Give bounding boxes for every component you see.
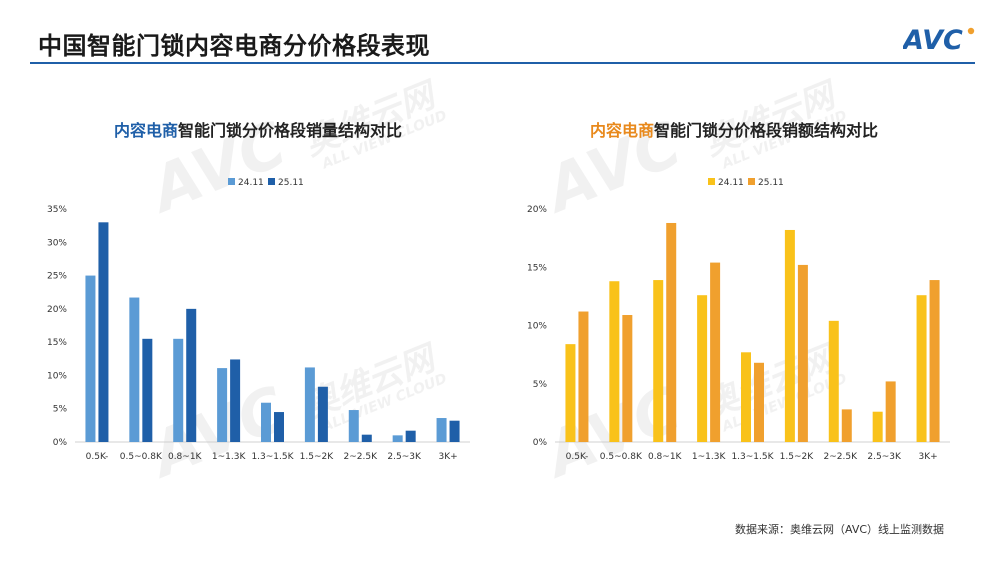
bar bbox=[304, 367, 315, 442]
bar bbox=[666, 222, 677, 442]
logo-dot-icon bbox=[967, 27, 975, 35]
legend-swatch bbox=[228, 178, 235, 185]
legend-swatch bbox=[268, 178, 275, 185]
bar bbox=[754, 362, 764, 442]
y-tick-label: 5% bbox=[533, 380, 548, 390]
bar bbox=[186, 308, 197, 442]
y-tick-label: 10% bbox=[527, 322, 547, 332]
bar bbox=[916, 295, 927, 442]
bar bbox=[436, 418, 447, 442]
x-tick-label: 0.5K- bbox=[566, 452, 589, 462]
bar bbox=[142, 338, 153, 442]
x-tick-label: 1.5~2K bbox=[300, 452, 335, 462]
x-tick-label: 3K+ bbox=[438, 452, 457, 462]
bar bbox=[784, 229, 795, 442]
legend-label: 25.11 bbox=[278, 178, 304, 188]
bar bbox=[741, 352, 751, 442]
chart-title-text: 智能门锁分价格段销额结构对比 bbox=[654, 121, 879, 140]
y-tick-label: 0% bbox=[533, 438, 548, 448]
bar bbox=[565, 344, 576, 442]
bar bbox=[885, 381, 896, 442]
bar bbox=[230, 359, 241, 442]
bar bbox=[217, 368, 228, 442]
legend-label: 24.11 bbox=[718, 178, 744, 188]
x-tick-label: 0.8~1K bbox=[168, 452, 203, 462]
bar bbox=[872, 411, 883, 442]
bar bbox=[98, 222, 109, 442]
bar bbox=[449, 420, 460, 442]
bar bbox=[828, 320, 839, 442]
data-source-note: 数据来源：奥维云网（AVC）线上监测数据 bbox=[735, 523, 945, 536]
bar bbox=[578, 311, 589, 442]
x-tick-label: 1~1.3K bbox=[212, 452, 247, 462]
x-tick-label: 0.5~0.8K bbox=[600, 452, 643, 462]
bar bbox=[841, 409, 852, 442]
legend-label: 24.11 bbox=[238, 178, 264, 188]
bar bbox=[392, 435, 403, 442]
bar-chart-volume: 24.11 25.11 0% 5% 10% 15% 20% 25% 30% 35% 0.5K- 0.5… bbox=[47, 178, 470, 462]
bar bbox=[173, 338, 184, 442]
y-tick-label: 20% bbox=[47, 305, 67, 315]
y-tick-label: 35% bbox=[47, 205, 67, 215]
bar bbox=[609, 281, 620, 442]
x-tick-label: 2.5~3K bbox=[867, 452, 902, 462]
x-tick-label: 0.5~0.8K bbox=[120, 452, 163, 462]
x-tick-label: 0.8~1K bbox=[648, 452, 683, 462]
chart-title-text: 智能门锁分价格段销量结构对比 bbox=[178, 121, 403, 140]
chart-title-highlight: 内容电商 bbox=[590, 121, 655, 140]
bar bbox=[274, 412, 284, 442]
bar bbox=[797, 264, 808, 442]
chart-title-highlight: 内容电商 bbox=[114, 121, 179, 140]
bar bbox=[317, 386, 328, 442]
y-tick-label: 10% bbox=[47, 371, 67, 381]
avc-logo: AVC bbox=[903, 25, 975, 54]
bar bbox=[348, 410, 359, 442]
bar bbox=[653, 280, 664, 442]
y-tick-label: 30% bbox=[47, 238, 67, 248]
title-divider bbox=[30, 62, 975, 64]
x-tick-label: 0.5K- bbox=[86, 452, 109, 462]
legend-swatch bbox=[748, 178, 755, 185]
bar-chart-value: 24.11 25.11 0% 5% 10% 15% 20% 0.5K- 0.5~0.8K 0.8~… bbox=[527, 178, 950, 462]
bar bbox=[929, 280, 940, 442]
bar bbox=[697, 295, 708, 442]
x-tick-label: 3K+ bbox=[918, 452, 937, 462]
bar bbox=[261, 402, 271, 442]
bar bbox=[85, 275, 96, 442]
chart-title-volume: 内容电商智能门锁分价格段销量结构对比 bbox=[114, 117, 402, 141]
legend-label: 25.11 bbox=[758, 178, 784, 188]
x-tick-label: 1.3~1.5K bbox=[731, 452, 774, 462]
bar bbox=[405, 430, 416, 442]
bar bbox=[129, 297, 140, 442]
x-tick-label: 1.3~1.5K bbox=[251, 452, 294, 462]
chart-title-value: 内容电商智能门锁分价格段销额结构对比 bbox=[590, 117, 878, 141]
y-tick-label: 25% bbox=[47, 272, 67, 282]
logo-text: AVC bbox=[903, 25, 963, 54]
y-tick-label: 15% bbox=[47, 338, 67, 348]
y-tick-label: 20% bbox=[527, 205, 547, 215]
x-tick-label: 2~2.5K bbox=[824, 452, 859, 462]
x-tick-label: 1.5~2K bbox=[780, 452, 815, 462]
legend-swatch bbox=[708, 178, 715, 185]
y-tick-label: 0% bbox=[53, 438, 68, 448]
y-tick-label: 5% bbox=[53, 405, 68, 415]
bar bbox=[361, 434, 372, 442]
x-tick-label: 1~1.3K bbox=[692, 452, 727, 462]
page-title: 中国智能门锁内容电商分价格段表现 bbox=[38, 32, 430, 60]
x-tick-label: 2.5~3K bbox=[387, 452, 422, 462]
y-tick-label: 15% bbox=[527, 263, 547, 273]
bar bbox=[710, 262, 721, 442]
bar bbox=[622, 315, 633, 442]
x-tick-label: 2~2.5K bbox=[344, 452, 379, 462]
